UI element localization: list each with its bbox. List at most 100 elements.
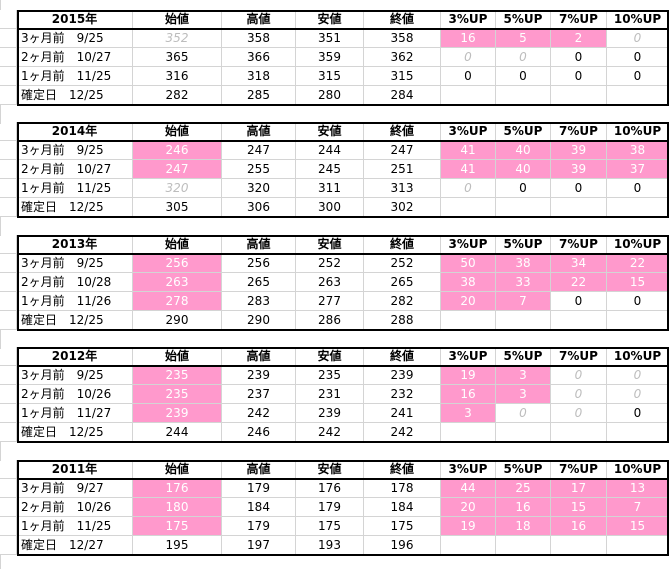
value-cell[interactable] xyxy=(607,86,669,105)
column-header[interactable]: 安値 xyxy=(296,235,364,254)
value-cell[interactable]: 0 xyxy=(441,67,496,86)
gutter-cell[interactable] xyxy=(0,10,17,29)
column-header[interactable]: 始値 xyxy=(133,122,222,141)
row-label[interactable]: 2ヶ月前 10/27 xyxy=(17,160,133,179)
gutter-cell[interactable] xyxy=(0,536,17,555)
row-label[interactable]: 1ヶ月前 11/25 xyxy=(17,517,133,536)
column-header[interactable]: 5%UP xyxy=(496,235,551,254)
value-cell[interactable] xyxy=(607,423,669,442)
value-cell[interactable]: 239 xyxy=(222,366,296,385)
value-cell[interactable]: 263 xyxy=(296,273,364,292)
value-cell[interactable]: 252 xyxy=(364,254,441,273)
column-header[interactable]: 終値 xyxy=(364,235,441,254)
column-header[interactable]: 安値 xyxy=(296,347,364,366)
value-cell[interactable]: 44 xyxy=(441,479,496,498)
gutter-cell[interactable] xyxy=(0,235,17,254)
value-cell[interactable] xyxy=(496,198,551,217)
column-header[interactable]: 3%UP xyxy=(441,10,496,29)
row-label[interactable]: 1ヶ月前 11/25 xyxy=(17,179,133,198)
gutter-cell[interactable] xyxy=(0,198,17,217)
value-cell[interactable]: 3 xyxy=(441,404,496,423)
row-label[interactable]: 確定日 12/25 xyxy=(17,311,133,330)
value-cell[interactable]: 282 xyxy=(364,292,441,311)
column-header[interactable]: 高値 xyxy=(222,122,296,141)
value-cell[interactable]: 18 xyxy=(496,517,551,536)
value-cell[interactable]: 5 xyxy=(496,29,551,48)
value-cell[interactable]: 365 xyxy=(133,48,222,67)
gutter-cell[interactable] xyxy=(0,86,17,105)
column-header[interactable]: 5%UP xyxy=(496,347,551,366)
gutter-cell[interactable] xyxy=(0,67,17,86)
value-cell[interactable]: 2 xyxy=(551,29,607,48)
value-cell[interactable] xyxy=(551,198,607,217)
value-cell[interactable]: 13 xyxy=(607,479,669,498)
row-label[interactable]: 2ヶ月前 10/28 xyxy=(17,273,133,292)
value-cell[interactable]: 280 xyxy=(296,86,364,105)
gutter-cell[interactable] xyxy=(0,479,17,498)
value-cell[interactable]: 362 xyxy=(364,48,441,67)
value-cell[interactable]: 306 xyxy=(222,198,296,217)
value-cell[interactable]: 244 xyxy=(133,423,222,442)
value-cell[interactable]: 17 xyxy=(551,479,607,498)
gutter-cell[interactable] xyxy=(0,254,17,273)
value-cell[interactable]: 195 xyxy=(133,536,222,555)
value-cell[interactable]: 7 xyxy=(607,498,669,517)
value-cell[interactable]: 246 xyxy=(133,141,222,160)
column-header[interactable]: 終値 xyxy=(364,347,441,366)
row-label[interactable]: 2ヶ月前 10/27 xyxy=(17,48,133,67)
value-cell[interactable]: 38 xyxy=(607,141,669,160)
column-header[interactable]: 10%UP xyxy=(607,10,669,29)
value-cell[interactable]: 278 xyxy=(133,292,222,311)
value-cell[interactable]: 0 xyxy=(441,179,496,198)
column-header[interactable]: 10%UP xyxy=(607,347,669,366)
value-cell[interactable]: 242 xyxy=(296,423,364,442)
value-cell[interactable]: 179 xyxy=(296,498,364,517)
value-cell[interactable]: 40 xyxy=(496,141,551,160)
value-cell[interactable]: 241 xyxy=(364,404,441,423)
year-header[interactable]: 2013年 xyxy=(17,235,133,254)
row-label[interactable]: 3ヶ月前 9/25 xyxy=(17,29,133,48)
value-cell[interactable]: 15 xyxy=(607,517,669,536)
value-cell[interactable]: 285 xyxy=(222,86,296,105)
value-cell[interactable]: 34 xyxy=(551,254,607,273)
value-cell[interactable]: 256 xyxy=(222,254,296,273)
value-cell[interactable]: 184 xyxy=(364,498,441,517)
row-label[interactable]: 確定日 12/25 xyxy=(17,198,133,217)
value-cell[interactable]: 247 xyxy=(222,141,296,160)
column-header[interactable]: 始値 xyxy=(133,235,222,254)
gutter-cell[interactable] xyxy=(0,273,17,292)
value-cell[interactable]: 184 xyxy=(222,498,296,517)
column-header[interactable]: 3%UP xyxy=(441,460,496,479)
column-header[interactable]: 終値 xyxy=(364,10,441,29)
value-cell[interactable]: 180 xyxy=(133,498,222,517)
row-label[interactable]: 確定日 12/25 xyxy=(17,86,133,105)
value-cell[interactable] xyxy=(551,536,607,555)
value-cell[interactable]: 33 xyxy=(496,273,551,292)
value-cell[interactable]: 3 xyxy=(496,385,551,404)
value-cell[interactable]: 196 xyxy=(364,536,441,555)
row-label[interactable]: 3ヶ月前 9/27 xyxy=(17,479,133,498)
column-header[interactable]: 高値 xyxy=(222,10,296,29)
value-cell[interactable]: 41 xyxy=(441,141,496,160)
value-cell[interactable]: 0 xyxy=(551,385,607,404)
column-header[interactable]: 7%UP xyxy=(551,347,607,366)
column-header[interactable]: 7%UP xyxy=(551,235,607,254)
row-label[interactable]: 1ヶ月前 11/26 xyxy=(17,292,133,311)
value-cell[interactable]: 366 xyxy=(222,48,296,67)
value-cell[interactable] xyxy=(441,86,496,105)
value-cell[interactable]: 239 xyxy=(133,404,222,423)
gutter-cell[interactable] xyxy=(0,460,17,479)
value-cell[interactable]: 176 xyxy=(296,479,364,498)
value-cell[interactable]: 39 xyxy=(551,160,607,179)
gutter-cell[interactable] xyxy=(0,366,17,385)
value-cell[interactable]: 0 xyxy=(551,404,607,423)
gutter-cell[interactable] xyxy=(0,385,17,404)
value-cell[interactable]: 235 xyxy=(133,385,222,404)
value-cell[interactable] xyxy=(551,86,607,105)
value-cell[interactable] xyxy=(496,86,551,105)
value-cell[interactable]: 320 xyxy=(222,179,296,198)
column-header[interactable]: 3%UP xyxy=(441,347,496,366)
row-label[interactable]: 3ヶ月前 9/25 xyxy=(17,141,133,160)
year-header[interactable]: 2014年 xyxy=(17,122,133,141)
row-label[interactable]: 確定日 12/27 xyxy=(17,536,133,555)
